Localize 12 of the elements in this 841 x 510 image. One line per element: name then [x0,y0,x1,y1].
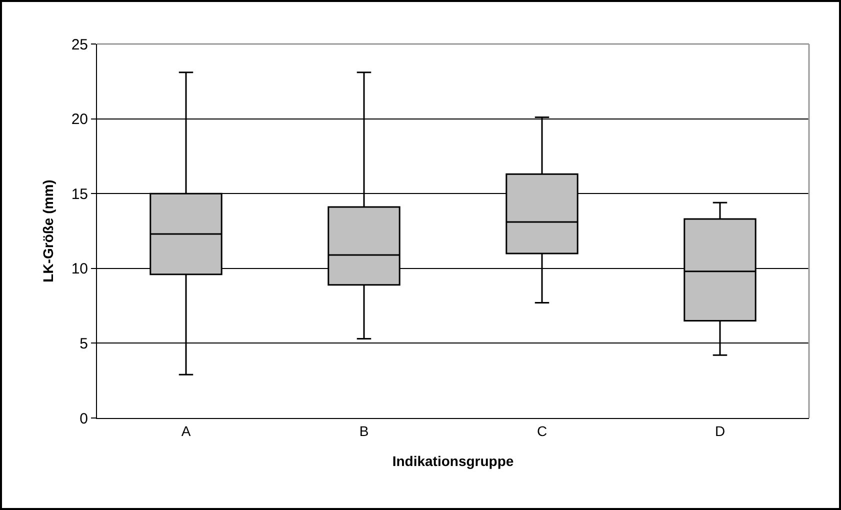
x-tick-label: C [536,422,548,439]
y-tick-label: 0 [80,410,88,428]
x-tick-label: B [359,422,369,439]
x-axis-title: Indikationsgruppe [392,453,514,470]
y-axis-title: LK-Größe (mm) [40,180,56,282]
x-tick-label: D [714,422,726,439]
y-tick-label: 10 [71,260,88,278]
y-tick-label: 15 [71,186,88,203]
y-tick-label: 20 [71,111,88,128]
x-tick-label: A [181,422,192,439]
y-tick-label: 25 [71,36,88,54]
y-tick-label: 5 [80,335,88,352]
